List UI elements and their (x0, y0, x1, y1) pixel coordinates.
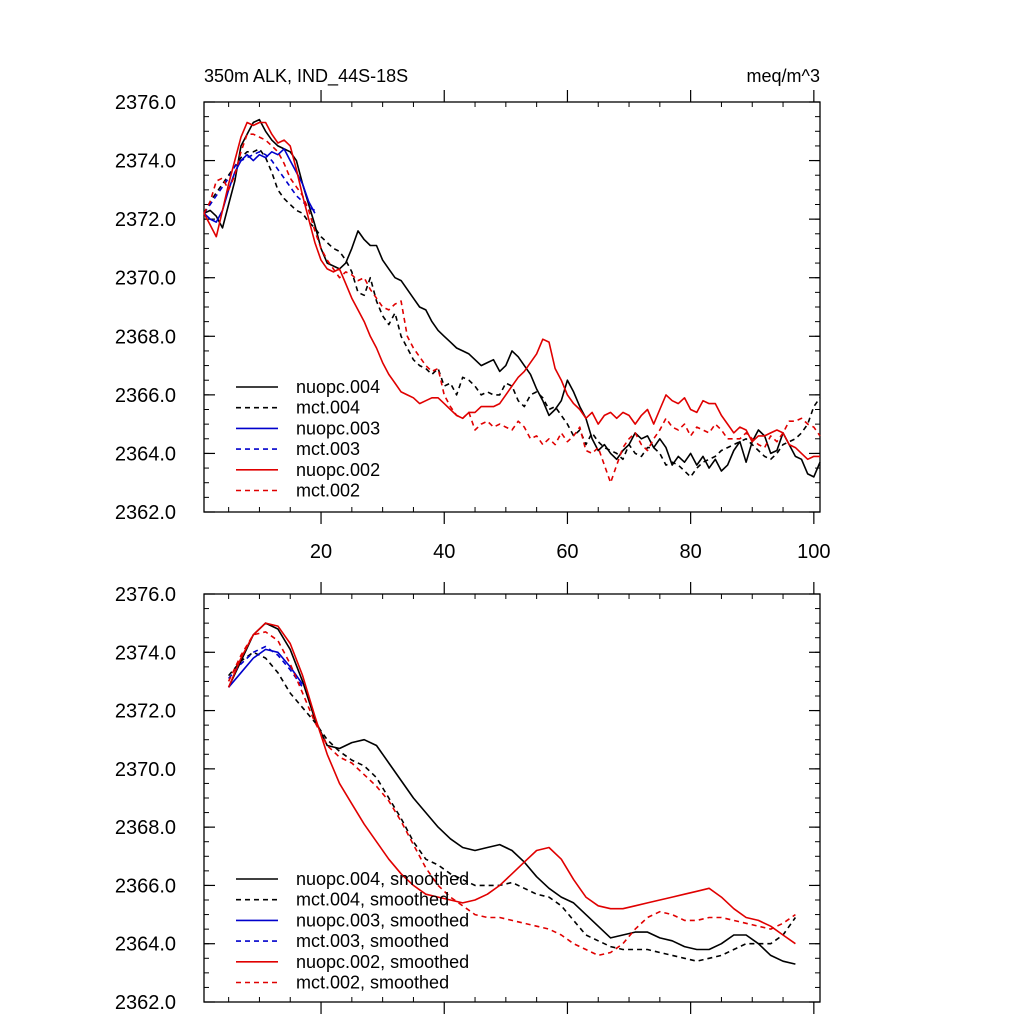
x-tick-label: 40 (433, 541, 455, 563)
legend-label: mct.003, smoothed (296, 931, 449, 951)
y-tick-label: 2376.0 (115, 584, 176, 606)
y-tick-label: 2362.0 (115, 502, 176, 524)
series-line-mct-002-smoothed (227, 631, 796, 957)
chart-title-right: meq/m^3 (747, 66, 820, 86)
y-tick-label: 2366.0 (115, 875, 176, 897)
legend-label: mct.004 (296, 398, 360, 418)
y-tick-label: 2376.0 (115, 92, 176, 114)
legend-label: mct.002 (296, 481, 360, 501)
y-tick-label: 2364.0 (115, 934, 176, 956)
legend-label: nuopc.004, smoothed (296, 869, 469, 889)
y-tick-label: 2372.0 (115, 209, 176, 231)
legend-label: nuopc.003, smoothed (296, 910, 469, 930)
y-tick-label: 2374.0 (115, 151, 176, 173)
bottom-panel: 2362.0 2364.0 2366.0 2368.0 2370.0 2372.0 2374… (115, 582, 821, 1014)
series-line-nuopc-002-smoothed (227, 622, 796, 945)
y-tick-label: 2364.0 (115, 443, 176, 465)
series-line-mct-003 (203, 151, 316, 214)
chart-title-left: 350m ALK, IND_44S-18S (204, 66, 408, 87)
legend-label: nuopc.003 (296, 418, 380, 438)
series-line-nuopc-003-smoothed (227, 648, 304, 688)
x-tick-label: 20 (310, 541, 332, 563)
y-tick-label: 2368.0 (115, 817, 176, 839)
y-tick-label: 2368.0 (115, 326, 176, 348)
y-tick-label: 2366.0 (115, 385, 176, 407)
x-tick-label: 60 (556, 541, 578, 563)
series-line-mct-004 (203, 148, 821, 478)
series-line-mct-004-smoothed (227, 651, 797, 963)
series-line-nuopc-002 (203, 121, 820, 461)
legend-label: mct.002, smoothed (296, 973, 449, 993)
legend-label: nuopc.002, smoothed (296, 952, 469, 972)
y-tick-label: 2370.0 (115, 759, 176, 781)
x-tick-label: 80 (680, 541, 702, 563)
top-panel: 2362.0 2364.0 2366.0 2368.0 2370.0 2372.0 2374… (115, 90, 831, 563)
series-line-nuopc-004-smoothed (227, 622, 796, 965)
legend-label: nuopc.002 (296, 460, 380, 480)
series-line-mct-002 (203, 133, 821, 484)
y-tick-label: 2374.0 (115, 642, 176, 664)
series-line-mct-003-smoothed (227, 645, 304, 688)
legend-label: mct.004, smoothed (296, 890, 449, 910)
y-tick-label: 2372.0 (115, 701, 176, 723)
y-tick-label: 2362.0 (115, 992, 176, 1014)
legend-label: mct.003 (296, 439, 360, 459)
x-tick-label: 100 (797, 541, 830, 563)
legend-label: nuopc.004 (296, 377, 380, 397)
y-tick-label: 2370.0 (115, 268, 176, 290)
